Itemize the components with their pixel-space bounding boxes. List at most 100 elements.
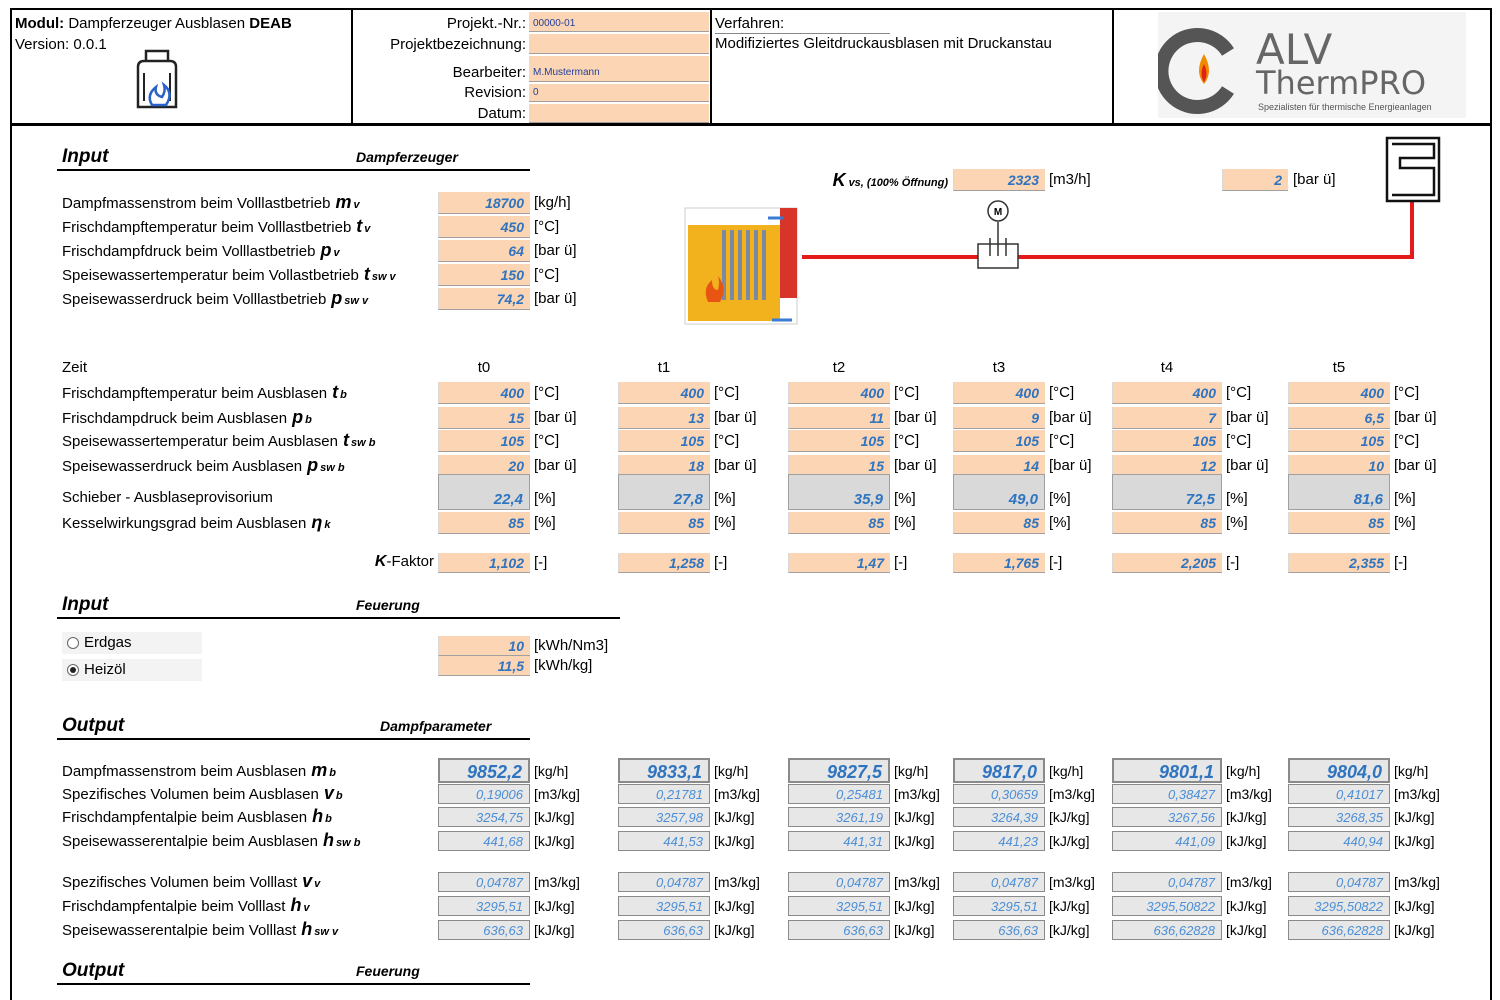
option-bg [62, 632, 202, 654]
time-header: t4 [1160, 359, 1174, 376]
section-title: Input [62, 146, 109, 167]
subscript: b [329, 767, 337, 779]
unit: [kJ/kg] [714, 922, 755, 938]
unit: [kJ/kg] [894, 833, 935, 849]
symbol: h [312, 806, 324, 826]
section-title: Output [62, 960, 125, 981]
frame-line [10, 8, 12, 1000]
input-cell: 85 [953, 512, 1045, 534]
subscript: v [314, 878, 321, 890]
row-label: Speisewasserdruck beim Volllastbetrieb p s… [62, 289, 368, 310]
label-text: Frischdampfentalpie beim Volllast [62, 898, 286, 915]
pressure-cell: 2 [1222, 169, 1288, 191]
process-diagram: M [684, 136, 1441, 325]
unit: [kJ/kg] [1049, 922, 1090, 938]
k-factor-cell: 1,47 [788, 553, 890, 573]
frame-line [351, 8, 353, 125]
input-cell: 450 [438, 216, 530, 238]
unit: [bar ü] [714, 409, 757, 426]
label-text: Speisewasserentalpie beim Volllast [62, 922, 297, 939]
unit: [-] [1049, 554, 1063, 571]
unit: [m3/kg] [534, 786, 580, 802]
label-text: Frischdampfentalpie beim Ausblasen [62, 809, 308, 826]
section-rule [57, 617, 620, 619]
unit: [m3/kg] [894, 874, 940, 890]
output-cell: 636,63 [438, 920, 530, 940]
logo-brand: ALV [1256, 25, 1333, 74]
unit: [°C] [534, 432, 560, 449]
symbol: v [302, 871, 313, 891]
k-factor-cell: 1,102 [438, 553, 530, 573]
symbol: m [311, 760, 328, 780]
logo: ALV ThermPRO Spezialisten für thermische… [1158, 12, 1466, 118]
symbol: v [323, 783, 334, 803]
time-header: t0 [477, 359, 491, 376]
time-header: t1 [657, 359, 671, 376]
unit: [m3/kg] [1049, 786, 1095, 802]
unit: [bar ü] [894, 409, 937, 426]
output-cell: 9833,1 [618, 758, 710, 783]
output-cell: 0,04787 [1288, 872, 1390, 892]
input-cell: 9 [953, 407, 1045, 429]
input-cell: 85 [618, 512, 710, 534]
row-label: Speisewasserentalpie beim Ausblasen h sw b [62, 831, 360, 852]
symbol: t [363, 264, 370, 284]
input-cell: 85 [438, 512, 530, 534]
unit: [%] [1394, 514, 1416, 531]
unit: [kWh/kg] [534, 657, 593, 674]
output-cell: 0,04787 [1112, 872, 1222, 892]
output-cell: 3268,35 [1288, 807, 1390, 827]
unit: [kg/h] [1049, 763, 1084, 779]
section-title: Output [62, 715, 125, 736]
unit: [kJ/kg] [894, 898, 935, 914]
output-cell: 9827,5 [788, 758, 890, 783]
subscript: b [340, 389, 347, 401]
input-cell: 105 [618, 430, 710, 452]
unit: [°C] [534, 266, 560, 283]
field-box [529, 84, 709, 102]
section-title: Input [62, 594, 109, 615]
row-label: Speisewasserentalpie beim Volllast h sw v [62, 920, 338, 941]
unit: [kg/h] [1394, 763, 1429, 779]
kvs-cell: 2323 [953, 169, 1045, 191]
unit: [°C] [894, 384, 920, 401]
output-cell: 3295,51 [438, 896, 530, 916]
unit: [kJ/kg] [714, 833, 755, 849]
label-text: Speisewassertemperatur beim Vollastbetri… [62, 267, 359, 284]
time-header: t5 [1332, 359, 1346, 376]
output-cell: 0,21781 [618, 784, 710, 804]
symbol: h [301, 919, 313, 939]
field-box [529, 56, 709, 82]
module-icon [124, 43, 190, 115]
unit: [kJ/kg] [534, 898, 575, 914]
output-cell: 441,23 [953, 831, 1045, 851]
subscript: sw v [371, 271, 396, 283]
input-cell: 10 [438, 636, 530, 656]
unit: [m3/kg] [1226, 874, 1272, 890]
radio-button[interactable] [67, 637, 79, 649]
subscript: k [324, 519, 331, 531]
output-cell: 0,25481 [788, 784, 890, 804]
input-cell: 13 [618, 407, 710, 429]
symbol: p [292, 407, 304, 427]
radio-button[interactable] [67, 664, 79, 676]
unit: [kJ/kg] [1226, 809, 1267, 825]
row-label: Frischdampfdruck beim Volllastbetrieb p v [62, 241, 340, 262]
section-subtitle: Feuerung [356, 963, 420, 979]
output-cell: 3295,50822 [1112, 896, 1222, 916]
valve-opening-cell: 72,5 [1112, 474, 1222, 510]
output-cell: 3257,98 [618, 807, 710, 827]
output-cell: 0,04787 [953, 872, 1045, 892]
field-box [529, 104, 709, 123]
unit: [%] [1049, 514, 1071, 531]
frame-line [10, 8, 1492, 10]
unit: [m3/kg] [714, 786, 760, 802]
input-cell: 105 [438, 430, 530, 452]
module-label: Modul: [15, 15, 65, 32]
label-text: Speisewasserdruck beim Volllastbetrieb [62, 291, 327, 308]
label-text: Speisewassertemperatur beim Ausblasen [62, 433, 338, 450]
section-subtitle: Dampferzeuger [356, 149, 458, 165]
subscript: sw v [314, 926, 339, 938]
module-line: Modul: Dampferzeuger Ausblasen DEAB [15, 15, 292, 33]
unit: [kg/h] [894, 763, 929, 779]
